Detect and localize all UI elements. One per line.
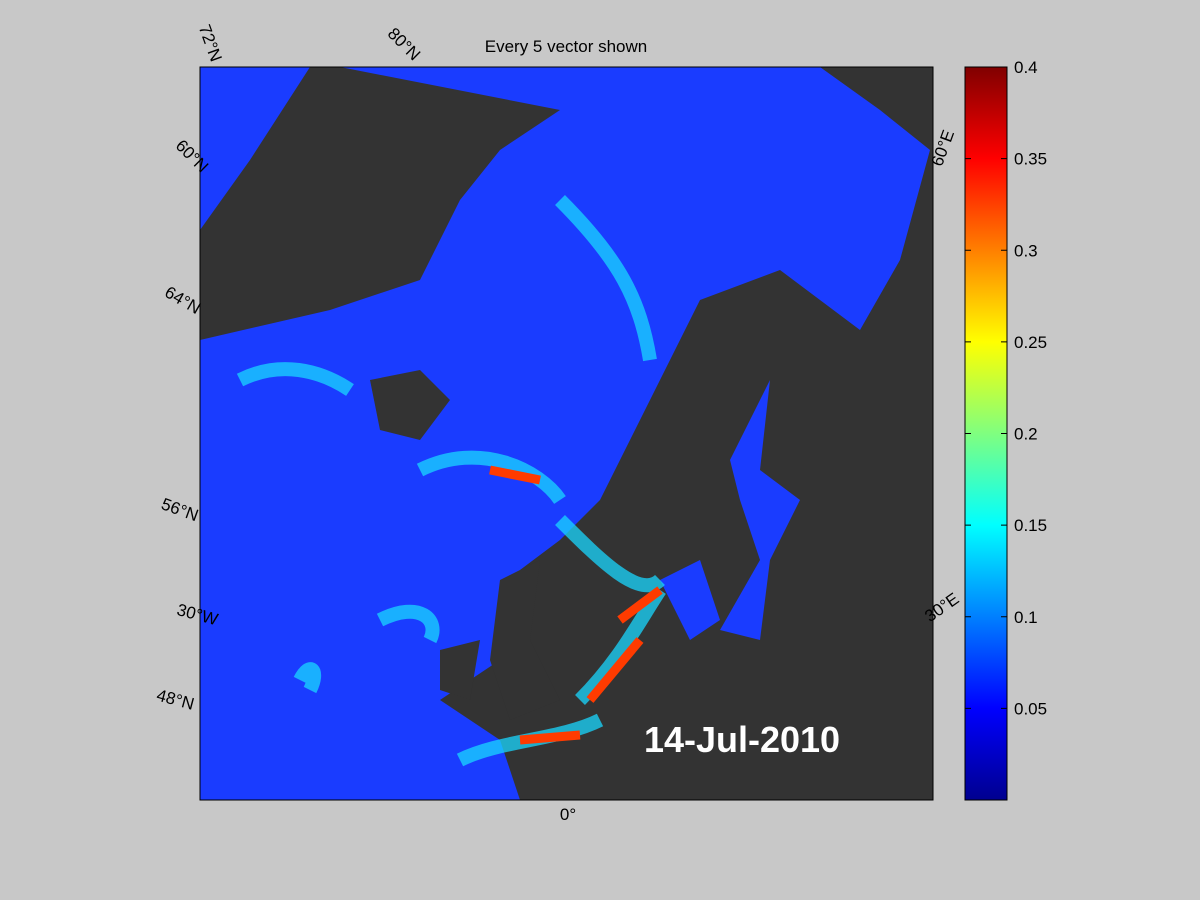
axes-frame bbox=[199, 66, 934, 801]
map bbox=[200, 67, 933, 800]
colorbar-tick-label: 0.3 bbox=[1014, 241, 1038, 260]
colorbar-tick-label: 0.1 bbox=[1014, 608, 1038, 627]
graticule-label: 0° bbox=[560, 805, 576, 824]
colorbar-tick-label: 0.25 bbox=[1014, 333, 1047, 352]
colorbar-tick-label: 0.15 bbox=[1014, 516, 1047, 535]
colorbar-tick-label: 0.05 bbox=[1014, 699, 1047, 718]
colorbar-tick-label: 0.4 bbox=[1014, 58, 1038, 77]
date-label: 14-Jul-2010 bbox=[644, 719, 840, 760]
colorbar-tick-label: 0.2 bbox=[1014, 425, 1038, 444]
colorbar-ticks: 0.05 0.1 0.15 0.2 0.25 0.3 0.35 0.4 bbox=[965, 58, 1047, 718]
strong-current bbox=[489, 465, 663, 745]
colorbar bbox=[964, 66, 1008, 801]
colorbar-tick-label: 0.35 bbox=[1014, 150, 1047, 169]
iceland bbox=[370, 370, 450, 440]
british-isles bbox=[440, 560, 560, 720]
title: Every 5 vector shown bbox=[485, 37, 648, 56]
